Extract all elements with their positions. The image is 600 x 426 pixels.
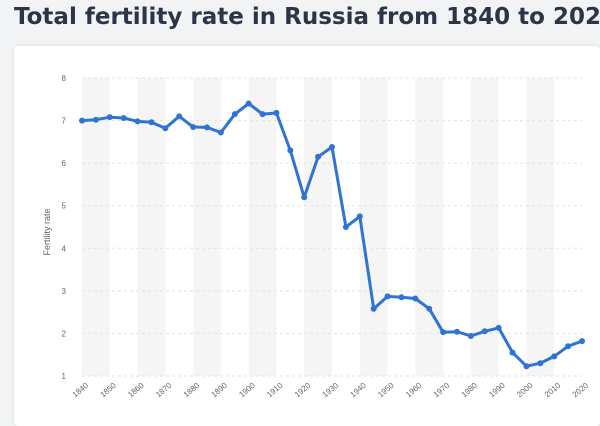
data-point[interactable]: [565, 343, 572, 350]
grid-band: [415, 78, 444, 376]
y-tick-label: 3: [62, 287, 67, 296]
x-tick-label: 1980: [460, 381, 480, 400]
data-point[interactable]: [537, 360, 544, 367]
x-tick-label: 1910: [265, 381, 285, 400]
y-tick-label: 1: [62, 372, 67, 381]
data-point[interactable]: [467, 332, 474, 339]
x-tick-label: 1970: [432, 381, 452, 400]
grid-band: [82, 78, 110, 376]
x-tick-label: 1850: [98, 381, 118, 400]
x-tick-label: 2000: [515, 381, 535, 400]
x-tick-label: 1840: [71, 381, 91, 400]
y-tick-label: 2: [62, 329, 67, 338]
data-point[interactable]: [301, 194, 308, 201]
data-point[interactable]: [162, 125, 169, 132]
data-point[interactable]: [231, 111, 238, 118]
data-point[interactable]: [509, 349, 516, 356]
data-point[interactable]: [398, 294, 405, 301]
data-point[interactable]: [245, 100, 252, 107]
data-point[interactable]: [329, 143, 335, 150]
x-tick-label: 1930: [321, 381, 341, 400]
grid-band: [526, 78, 555, 376]
x-tick-label: 1890: [210, 381, 230, 400]
data-point[interactable]: [551, 353, 558, 360]
y-tick-label: 6: [62, 159, 67, 168]
y-axis-label: Fertility rate: [42, 208, 52, 256]
x-tick-label: 2010: [543, 381, 563, 400]
data-point[interactable]: [481, 328, 488, 335]
data-point[interactable]: [176, 113, 183, 120]
data-point[interactable]: [190, 123, 197, 130]
data-point[interactable]: [287, 147, 294, 154]
data-point[interactable]: [370, 305, 377, 312]
x-tick-label: 1940: [348, 381, 368, 400]
y-tick-label: 5: [62, 202, 67, 211]
data-point[interactable]: [523, 363, 530, 370]
x-tick-label: 1990: [487, 381, 507, 400]
y-tick-label: 7: [62, 117, 67, 126]
data-point[interactable]: [259, 111, 266, 118]
data-point[interactable]: [315, 153, 322, 160]
data-point[interactable]: [579, 338, 585, 345]
data-point[interactable]: [495, 324, 502, 331]
data-point[interactable]: [426, 305, 433, 312]
data-point[interactable]: [217, 129, 224, 136]
data-point[interactable]: [134, 118, 141, 125]
line-chart: 1 2 3 4 5 6 7 8 1840 1850 1860 1870 1880 1890 1900 191…: [62, 74, 591, 400]
grid-band: [304, 78, 332, 376]
data-point[interactable]: [92, 116, 99, 123]
y-tick-label: 4: [62, 244, 67, 253]
data-point[interactable]: [384, 293, 391, 300]
grid-band: [470, 78, 499, 376]
data-point[interactable]: [412, 295, 419, 302]
y-tick-label: 8: [62, 74, 67, 83]
data-point[interactable]: [120, 115, 127, 122]
x-tick-label: 1880: [182, 381, 202, 400]
data-point[interactable]: [440, 329, 447, 336]
grid-band: [359, 78, 388, 376]
data-point[interactable]: [342, 224, 349, 230]
x-tick-label: 2020: [571, 381, 591, 400]
data-point[interactable]: [204, 124, 210, 131]
data-point[interactable]: [273, 109, 280, 116]
grid-band: [193, 78, 221, 376]
x-tick-label: 1870: [154, 381, 174, 400]
data-point[interactable]: [79, 117, 85, 124]
data-point[interactable]: [148, 119, 155, 126]
data-point[interactable]: [106, 114, 113, 121]
chart-title: Total fertility rate in Russia from 1840…: [14, 4, 600, 30]
x-tick-label: 1960: [404, 381, 424, 400]
x-tick-label: 1900: [237, 381, 257, 400]
grid-band: [248, 78, 277, 376]
x-tick-label: 1860: [126, 381, 146, 400]
data-point[interactable]: [356, 213, 363, 220]
x-tick-label: 1920: [293, 381, 313, 400]
data-point[interactable]: [454, 328, 460, 335]
x-tick-label: 1950: [376, 381, 396, 400]
